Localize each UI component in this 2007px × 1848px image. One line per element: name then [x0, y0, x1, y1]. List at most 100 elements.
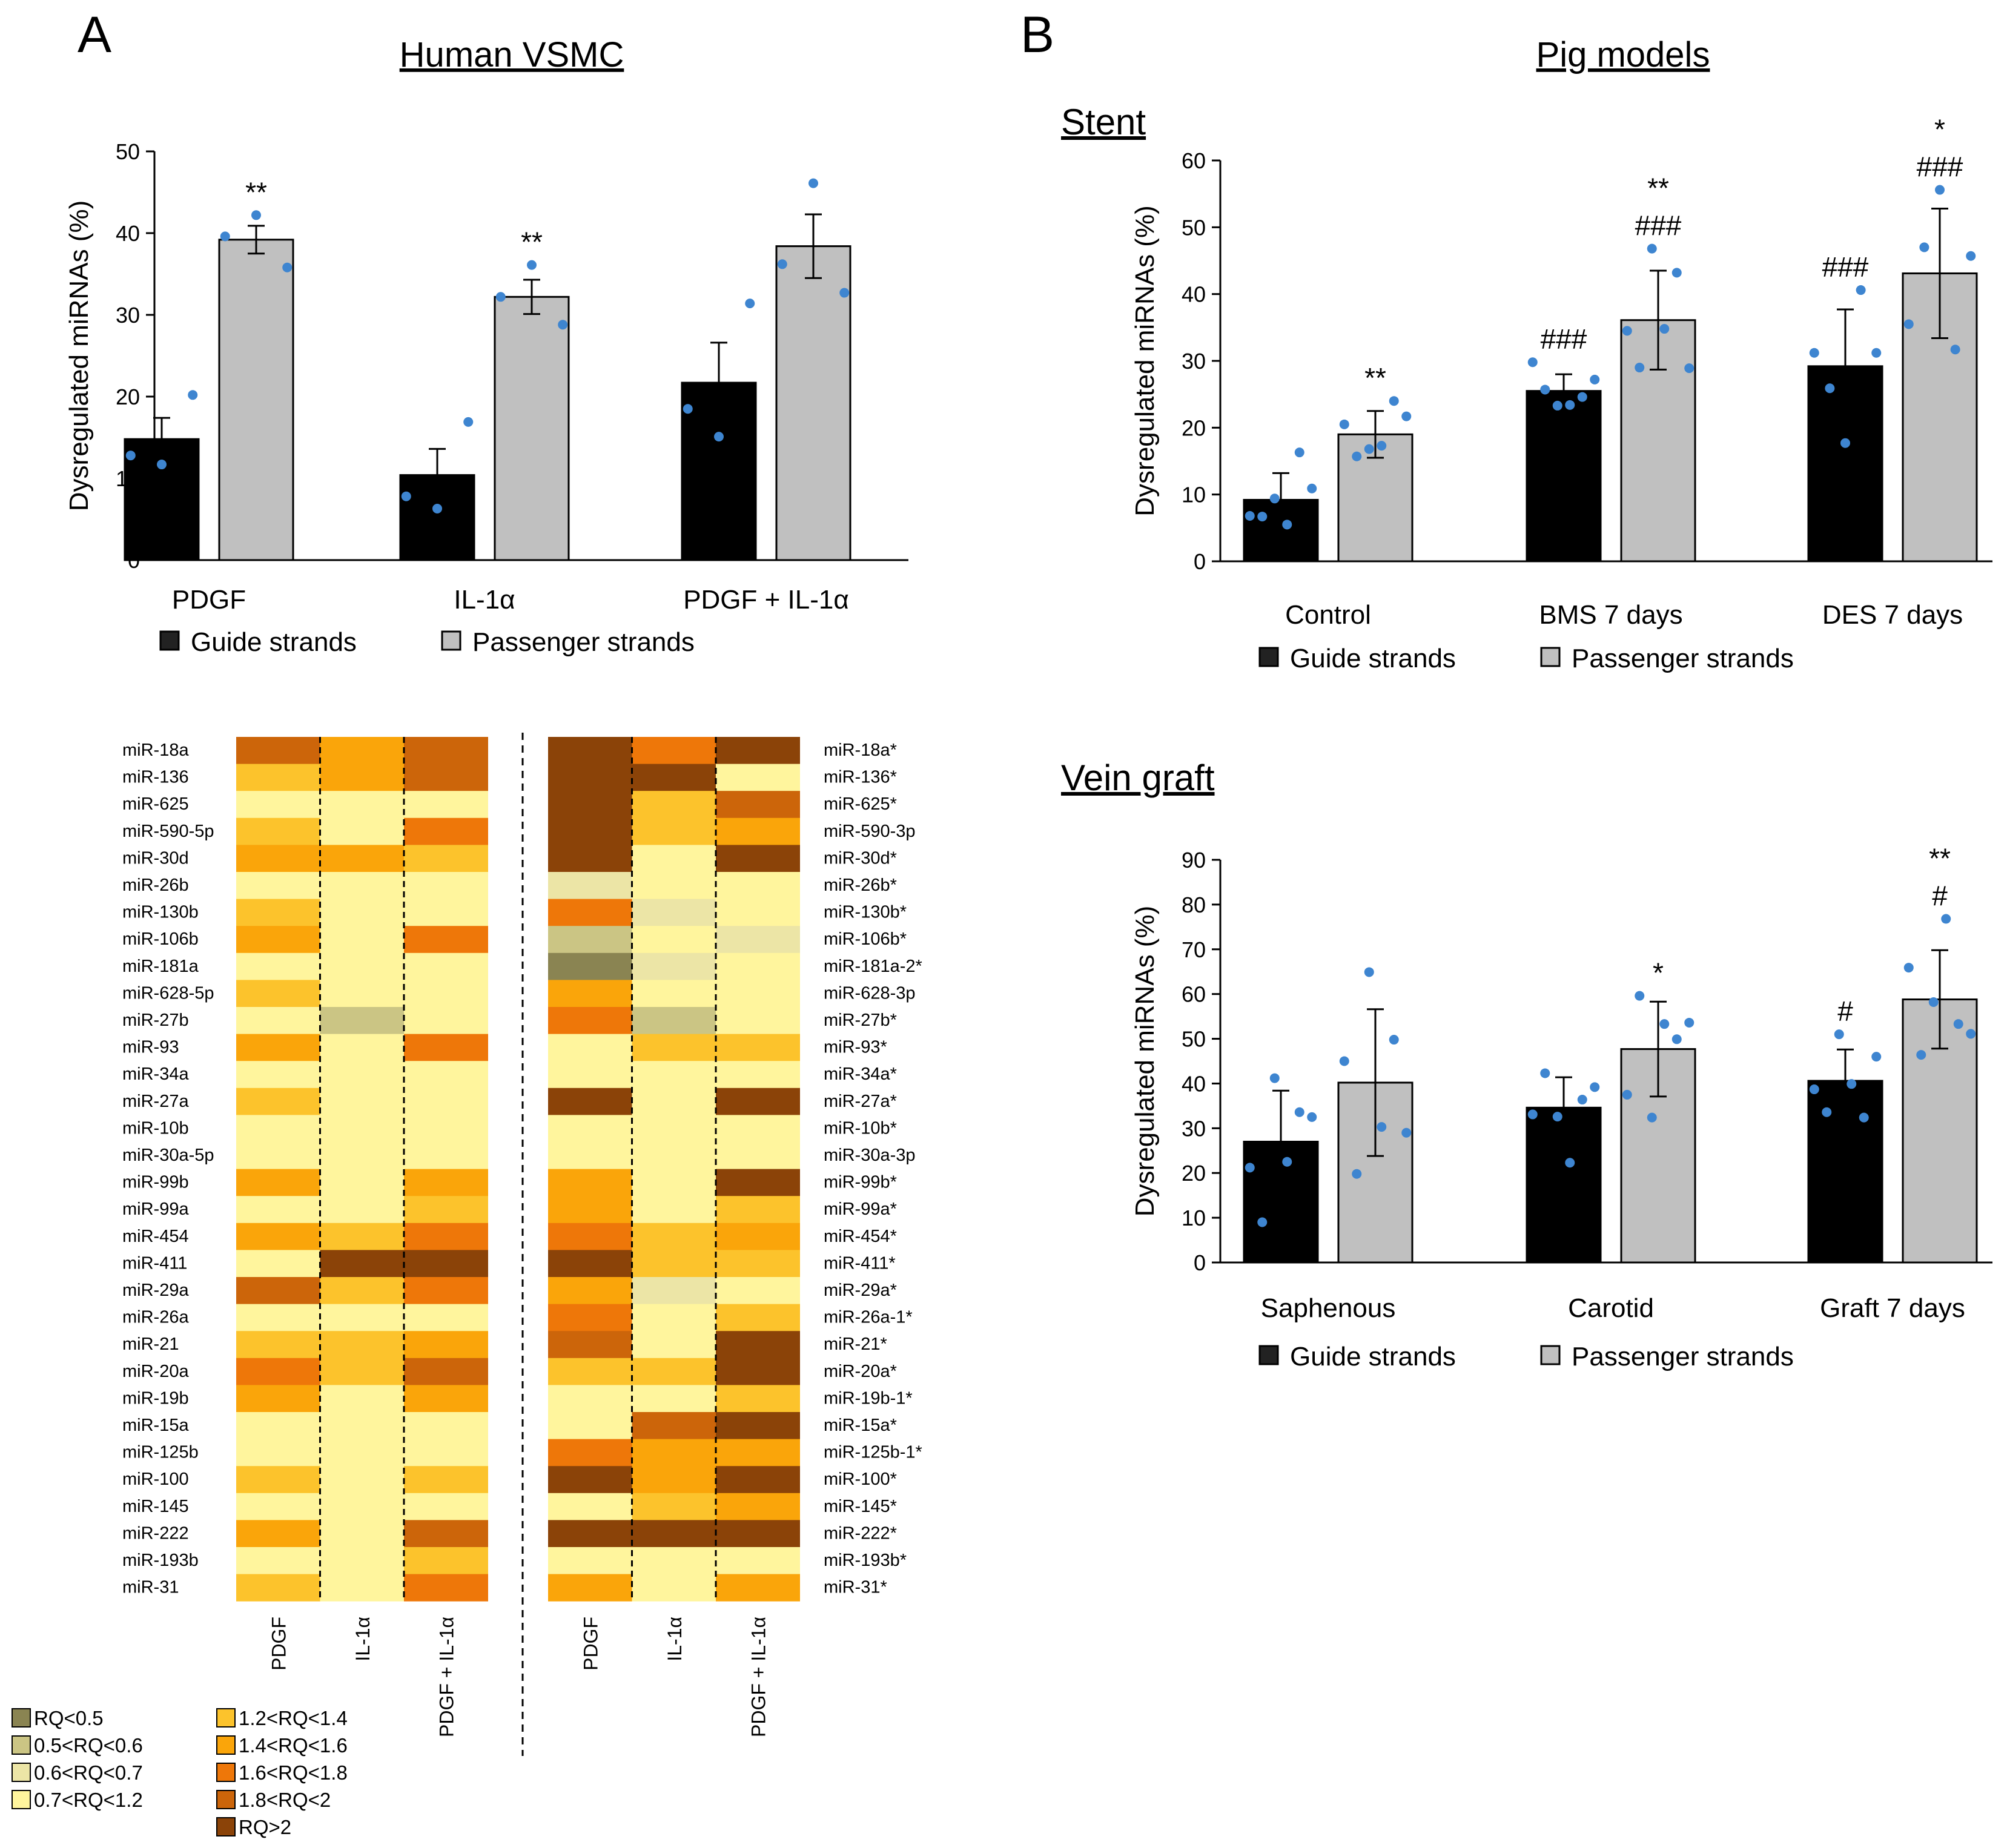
row-label: miR-625: [122, 794, 189, 814]
heatmap-cell: [404, 1520, 488, 1548]
heatmap-cell: [548, 1439, 632, 1467]
heatmap-cell: [320, 1142, 405, 1170]
heatmap-cell: [404, 791, 488, 819]
y-tick-label: 30: [116, 303, 140, 328]
heatmap-cell: [716, 899, 800, 926]
data-point: [125, 450, 136, 461]
row-label: miR-34a: [122, 1064, 189, 1084]
row-label: miR-93: [122, 1038, 179, 1057]
row-label: miR-27b*: [824, 1011, 897, 1030]
heatmap-cell: [404, 1087, 488, 1115]
heatmap-cell: [716, 1034, 800, 1061]
legend-swatch: [1258, 647, 1279, 667]
heatmap-cell: [404, 1385, 488, 1413]
heatmap-cell: [236, 1115, 320, 1143]
heatmap-cell: [632, 1250, 716, 1278]
y-tick-label: 50: [1182, 215, 1206, 240]
heatmap-cell: [632, 1304, 716, 1332]
heatmap-cell: [236, 817, 320, 845]
column-label: IL-1α: [352, 1617, 374, 1662]
heatmap-cell: [632, 1331, 716, 1359]
y-tick-label: 10: [1182, 1206, 1206, 1230]
row-label: miR-26a: [122, 1308, 189, 1327]
data-point: [1590, 1082, 1600, 1092]
data-point: [1269, 493, 1280, 504]
heatmap-cell: [320, 1304, 405, 1332]
heatmap-cell: [236, 1574, 320, 1602]
data-point: [1377, 441, 1387, 451]
legend-swatch: [216, 1763, 236, 1782]
row-label: miR-19b: [122, 1388, 189, 1408]
heatmap-cell: [236, 952, 320, 980]
row-label: miR-30a-5p: [122, 1146, 214, 1165]
data-point: [1339, 1056, 1349, 1066]
significance-label: ###: [1635, 210, 1682, 242]
significance-label: #: [1932, 880, 1948, 912]
mirna-heatmap: miR-18a miR-136 miR-625 miR-590-5p miR-30d mi…: [12, 733, 922, 1838]
data-point: [1856, 285, 1866, 295]
row-label: miR-625*: [824, 794, 897, 814]
heatmap-cell: [320, 1034, 405, 1061]
legend-label: Guide strands: [1290, 1342, 1456, 1371]
data-point: [1671, 1034, 1682, 1044]
legend-swatch: [12, 1790, 31, 1809]
significance-label: *: [1934, 114, 1945, 145]
data-point: [745, 299, 755, 309]
heatmap-cell: [632, 1196, 716, 1224]
y-tick-label: 30: [1182, 349, 1206, 374]
heatmap-cell: [632, 1412, 716, 1440]
legend-swatch: [12, 1708, 31, 1728]
data-point: [1307, 1112, 1317, 1122]
data-point: [1659, 324, 1670, 334]
heatmap-cell: [404, 872, 488, 900]
heatmap-cell: [236, 1142, 320, 1170]
row-label: miR-628-5p: [122, 983, 214, 1003]
row-label: miR-30a-3p: [824, 1146, 916, 1165]
bar: [218, 239, 294, 561]
heatmap-cell: [716, 1466, 800, 1494]
data-point: [1953, 1019, 1963, 1029]
legend-label: 1.8<RQ<2: [239, 1789, 331, 1811]
legend-label: 1.2<RQ<1.4: [239, 1707, 348, 1729]
data-point: [1389, 396, 1399, 406]
heatmap-cell: [548, 764, 632, 791]
heatmap-cell: [236, 1277, 320, 1305]
data-point: [1245, 510, 1255, 521]
heatmap-cell: [548, 952, 632, 980]
heatmap-cell: [632, 872, 716, 900]
data-point: [1307, 483, 1317, 493]
heatmap-cell: [548, 1115, 632, 1143]
heatmap-cell: [320, 1358, 405, 1385]
y-tick-label: 40: [1182, 1071, 1206, 1096]
heatmap-cell: [548, 1142, 632, 1170]
y-tick-label: 90: [1182, 848, 1206, 873]
heatmap-cell: [320, 1520, 405, 1548]
legend-swatch: [12, 1735, 31, 1755]
heatmap-cell: [404, 1169, 488, 1196]
row-label: miR-193b*: [824, 1551, 907, 1570]
data-point: [401, 491, 411, 501]
row-label: miR-31*: [824, 1578, 887, 1597]
data-point: [1294, 1107, 1304, 1117]
heatmap-cell: [716, 1358, 800, 1385]
heatmap-cell: [320, 845, 405, 873]
heatmap-cell: [404, 952, 488, 980]
heatmap-cell: [548, 872, 632, 900]
row-label: miR-26b*: [824, 876, 897, 895]
data-point: [1565, 400, 1575, 410]
heatmap-cell: [320, 980, 405, 1008]
legend-swatch: [216, 1708, 236, 1728]
heatmap-cell: [632, 1034, 716, 1061]
heatmap-cell: [404, 1277, 488, 1305]
heatmap-cell: [236, 764, 320, 791]
legend-swatch: [12, 1763, 31, 1782]
heatmap-cell: [320, 1439, 405, 1467]
column-label: PDGF + IL-1α: [747, 1617, 769, 1737]
row-label: miR-99a: [122, 1200, 189, 1219]
data-point: [808, 178, 818, 188]
heatmap-cell: [632, 845, 716, 873]
legend-swatch: [216, 1735, 236, 1755]
data-point: [1859, 1112, 1869, 1123]
data-point: [1684, 1017, 1695, 1028]
heatmap-cell: [320, 1007, 405, 1035]
